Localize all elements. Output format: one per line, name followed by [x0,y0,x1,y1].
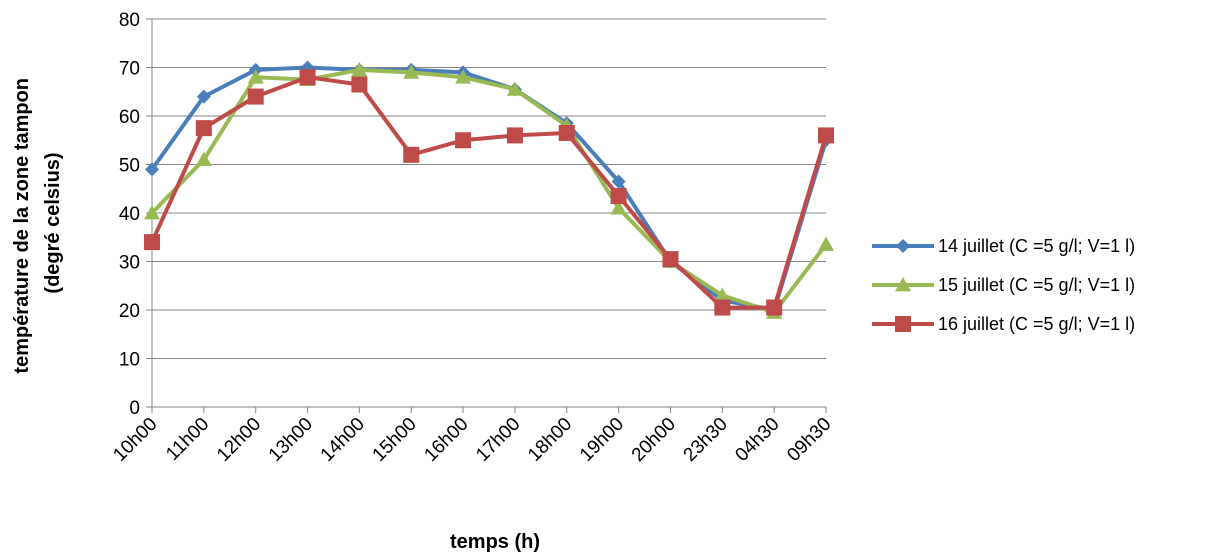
x-axis-title: temps (h) [450,531,540,553]
data-point-square [299,69,316,86]
data-point-triangle [610,200,627,215]
y-tick-label: 0 [129,398,140,419]
x-axis-tick-labels: 10h00 11h00 12h00 13h00 14h00 15h00 16h00 17h00… [109,414,835,466]
x-tick-label: 23h30 [680,414,732,466]
data-point-diamond [196,89,211,104]
data-point-triangle [403,64,420,79]
data-point-square [247,88,264,105]
x-tick-label: 10h00 [109,414,161,466]
series-line [150,67,828,315]
x-tick-label: 09h30 [783,414,835,466]
data-point-triangle [351,61,368,77]
data-point-square [714,299,731,316]
x-tick-label: 15h00 [369,414,421,466]
x-tick-label: 17h00 [472,414,524,466]
x-tick-label: 18h00 [524,414,576,466]
x-tick-label: 19h00 [576,414,628,466]
y-tick-label: 50 [119,156,140,177]
legend-label: 14 juillet (C =5 g/l; V=1 l) [938,236,1135,256]
series-3 [144,69,834,316]
data-point-triangle [895,277,911,292]
y-tick-label: 30 [119,253,140,274]
data-point-square [766,299,783,316]
data-point-square [351,76,368,93]
gridlines [152,18,826,359]
y-tick-label: 70 [119,59,140,80]
x-tick-label: 12h00 [213,414,265,466]
data-point-square [662,251,679,268]
data-point-square [558,124,575,141]
y-axis-title: température de la zone tampon (degré cel… [11,72,64,373]
data-point-square [506,127,523,144]
y-axis-title-line-2: (degré celsius) [42,152,64,293]
data-point-triangle [195,151,212,167]
y-tick-label: 60 [119,107,140,128]
data-point-triangle [506,81,523,96]
legend-item-2: 15 juillet (C =5 g/l; V=1 l) [872,275,1135,295]
x-tick-label: 11h00 [162,414,213,465]
x-tick-label: 13h00 [265,414,317,466]
y-axis-title-line-1: température de la zone tampon [11,78,33,374]
series-line [150,65,828,312]
y-tick-label: 10 [119,350,140,371]
legend-item-3: 16 juillet (C =5 g/l; V=1 l) [872,314,1135,334]
data-point-triangle [455,69,472,84]
legend-label: 15 juillet (C =5 g/l; V=1 l) [938,275,1135,295]
data-point-triangle [247,69,264,84]
data-point-triangle [144,205,160,220]
legend-item-1: 14 juillet (C =5 g/l; V=1 l) [872,236,1135,256]
data-point-square [610,188,627,205]
y-tick-label: 40 [119,204,140,225]
series-line [150,75,828,310]
y-axis-tick-labels: 0 10 20 30 40 50 60 70 80 [119,10,140,419]
data-point-square [818,127,834,144]
y-tick-label: 80 [119,10,140,31]
x-tick-label: 16h00 [420,414,472,466]
data-point-diamond [145,162,159,177]
data-point-triangle [714,287,731,302]
data-point-diamond [611,174,626,189]
data-point-triangle [818,236,834,251]
data-point-square [144,234,160,251]
x-tick-label: 14h00 [317,414,369,466]
data-point-diamond [896,239,910,253]
series-group [144,60,834,319]
x-tick-label: 20h00 [628,414,680,466]
legend-label: 16 juillet (C =5 g/l; V=1 l) [938,314,1135,334]
data-point-square [403,146,420,163]
data-point-square [455,132,472,149]
data-point-square [895,316,911,332]
x-tick-label: 04h30 [731,414,783,466]
data-point-square [195,120,212,137]
y-tick-label: 20 [119,301,140,322]
legend: 14 juillet (C =5 g/l; V=1 l) 15 juillet (… [872,236,1135,334]
